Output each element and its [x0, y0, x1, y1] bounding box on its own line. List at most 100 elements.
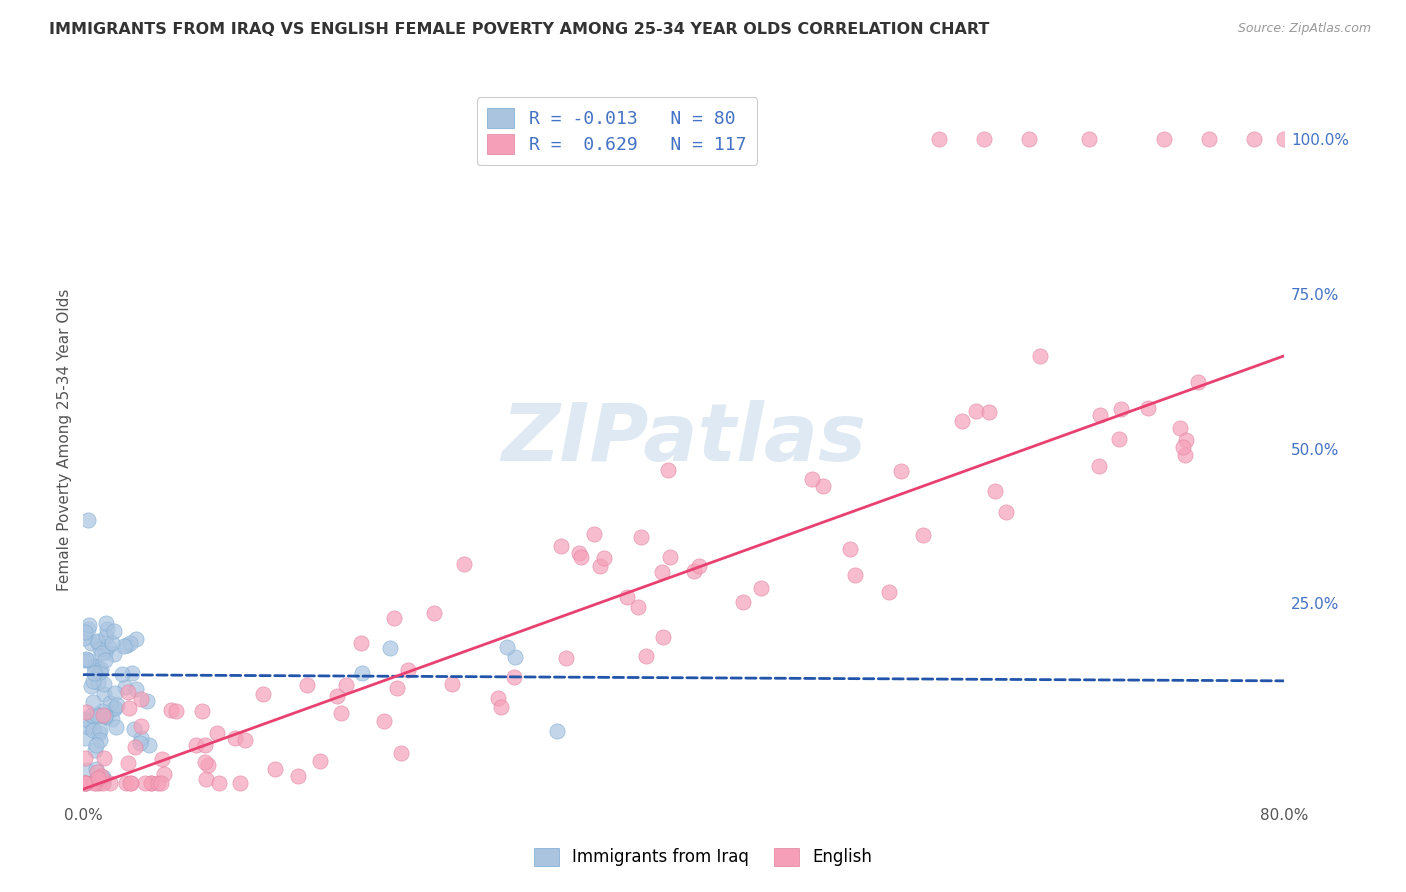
Point: [80, 679, 103, 693]
Point: [91, 708, 114, 723]
Point: [84, 774, 107, 789]
Point: [228, 776, 250, 790]
Point: [657, 463, 679, 477]
Point: [84, 742, 107, 756]
Y-axis label: Female Poverty Among 25-34 Year Olds: Female Poverty Among 25-34 Year Olds: [58, 288, 72, 591]
Point: [733, 132, 755, 146]
Point: [486, 691, 509, 706]
Point: [89, 665, 111, 680]
Point: [90, 662, 112, 676]
Point: [1109, 402, 1132, 417]
Point: [652, 630, 675, 644]
Point: [103, 647, 125, 661]
Point: [73, 625, 96, 640]
Point: [224, 731, 246, 746]
Point: [83, 776, 105, 790]
Point: [1077, 132, 1099, 146]
Point: [84, 776, 107, 790]
Point: [86, 659, 108, 673]
Point: [252, 687, 274, 701]
Point: [208, 776, 231, 790]
Text: ZIPatlas: ZIPatlas: [501, 401, 866, 478]
Point: [111, 667, 134, 681]
Point: [101, 712, 124, 726]
Point: [80, 707, 103, 722]
Point: [83, 658, 105, 673]
Point: [194, 755, 217, 769]
Point: [326, 689, 349, 703]
Point: [197, 757, 219, 772]
Point: [75, 776, 97, 790]
Point: [1168, 421, 1191, 435]
Point: [100, 776, 122, 790]
Point: [94, 707, 117, 722]
Point: [184, 738, 207, 752]
Point: [84, 762, 107, 776]
Point: [87, 771, 110, 785]
Point: [124, 739, 146, 754]
Point: [505, 650, 527, 665]
Point: [583, 527, 606, 541]
Point: [335, 678, 357, 692]
Point: [682, 564, 704, 578]
Point: [749, 581, 772, 595]
Point: [96, 615, 118, 630]
Point: [912, 528, 935, 542]
Point: [134, 776, 156, 790]
Point: [385, 681, 408, 695]
Point: [89, 776, 111, 790]
Point: [309, 754, 332, 768]
Point: [75, 652, 97, 666]
Point: [79, 636, 101, 650]
Point: [118, 701, 141, 715]
Point: [1174, 448, 1197, 462]
Point: [91, 772, 114, 787]
Point: [117, 685, 139, 699]
Point: [389, 746, 412, 760]
Point: [94, 710, 117, 724]
Text: IMMIGRANTS FROM IRAQ VS ENGLISH FEMALE POVERTY AMONG 25-34 YEAR OLDS CORRELATION: IMMIGRANTS FROM IRAQ VS ENGLISH FEMALE P…: [49, 22, 990, 37]
Point: [194, 738, 217, 752]
Point: [103, 700, 125, 714]
Point: [93, 687, 115, 701]
Point: [1108, 432, 1130, 446]
Point: [139, 776, 162, 790]
Point: [496, 640, 519, 654]
Point: [100, 696, 122, 710]
Point: [91, 776, 114, 790]
Point: [77, 720, 100, 734]
Point: [73, 712, 96, 726]
Point: [87, 725, 110, 739]
Point: [86, 708, 108, 723]
Point: [101, 636, 124, 650]
Point: [73, 776, 96, 790]
Point: [287, 769, 309, 783]
Text: Source: ZipAtlas.com: Source: ZipAtlas.com: [1237, 22, 1371, 36]
Point: [844, 568, 866, 582]
Point: [94, 629, 117, 643]
Point: [890, 464, 912, 478]
Point: [118, 776, 141, 790]
Point: [616, 590, 638, 604]
Point: [1187, 375, 1209, 389]
Point: [1029, 350, 1052, 364]
Point: [76, 513, 98, 527]
Point: [190, 705, 212, 719]
Point: [153, 767, 176, 781]
Point: [546, 724, 568, 739]
Point: [593, 551, 616, 566]
Point: [94, 645, 117, 659]
Point: [627, 600, 650, 615]
Point: [96, 623, 118, 637]
Point: [125, 682, 148, 697]
Point: [104, 701, 127, 715]
Point: [630, 529, 652, 543]
Point: [114, 776, 136, 790]
Point: [89, 733, 111, 747]
Point: [984, 483, 1007, 498]
Point: [569, 550, 592, 565]
Point: [89, 707, 111, 722]
Point: [554, 651, 576, 665]
Point: [103, 624, 125, 639]
Point: [82, 673, 104, 688]
